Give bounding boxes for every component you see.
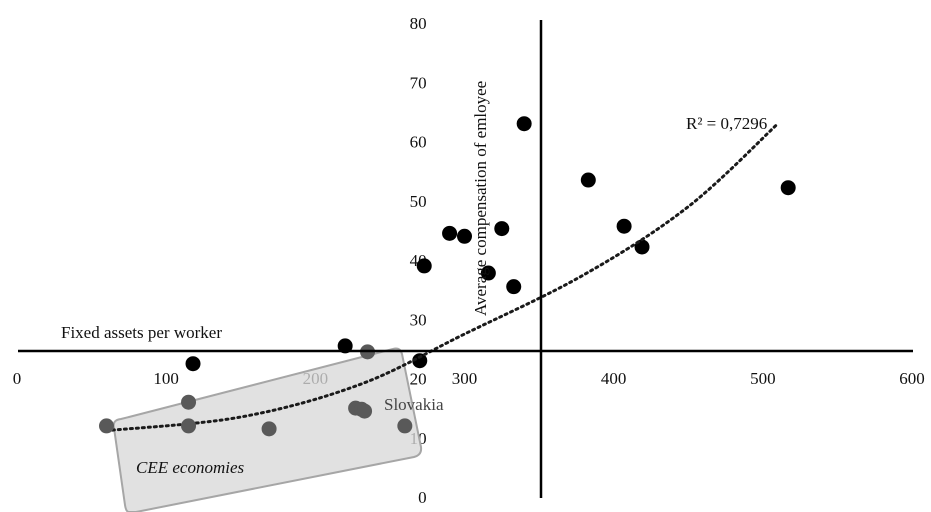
x-axis-label: Fixed assets per worker — [61, 323, 222, 342]
x-tick-label: 600 — [899, 369, 925, 388]
data-point — [412, 353, 428, 369]
highlighted-data-points — [99, 344, 413, 437]
y-tick-label: 70 — [410, 73, 427, 92]
x-tick-label: 100 — [153, 369, 179, 388]
data-point — [580, 172, 596, 188]
data-point — [416, 258, 432, 274]
slovakia-label: Slovakia — [384, 395, 444, 414]
x-tick-label: 400 — [601, 369, 627, 388]
data-point — [337, 338, 353, 354]
data-point — [494, 221, 510, 237]
data-point — [616, 218, 632, 234]
data-point — [457, 228, 472, 244]
trendline — [105, 122, 780, 433]
data-point — [506, 279, 522, 295]
y-tick-label: 50 — [410, 192, 427, 211]
cee-region-label: CEE economies — [136, 458, 244, 477]
x-tick-label: 500 — [750, 369, 776, 388]
cee-data-point — [99, 418, 114, 434]
cee-data-point — [261, 421, 277, 437]
x-tick-label: 300 — [452, 369, 478, 388]
cee-data-point — [397, 418, 413, 434]
y-tick-label: 0 — [418, 488, 427, 507]
cee-data-point — [181, 418, 197, 434]
data-point — [780, 180, 796, 196]
y-tick-label: 30 — [410, 310, 427, 329]
cee-data-point — [181, 394, 197, 410]
data-point — [480, 265, 496, 281]
y-tick-label: 80 — [410, 14, 427, 33]
data-point — [185, 356, 201, 372]
cee-data-point — [357, 403, 373, 419]
y-tick-labels: 01020304050607080 — [410, 14, 427, 507]
y-tick-label: 20 — [410, 370, 427, 389]
data-point — [442, 225, 458, 241]
y-axis-label: Average compensation of emloyee — [471, 81, 490, 316]
data-point — [516, 116, 532, 132]
x-tick-label: 0 — [13, 369, 22, 388]
y-tick-label: 60 — [410, 133, 427, 152]
data-points — [185, 116, 796, 372]
r-squared-label: R² = 0,7296 — [686, 114, 767, 133]
x-tick-labels: 0100200300400500600 — [13, 369, 925, 388]
